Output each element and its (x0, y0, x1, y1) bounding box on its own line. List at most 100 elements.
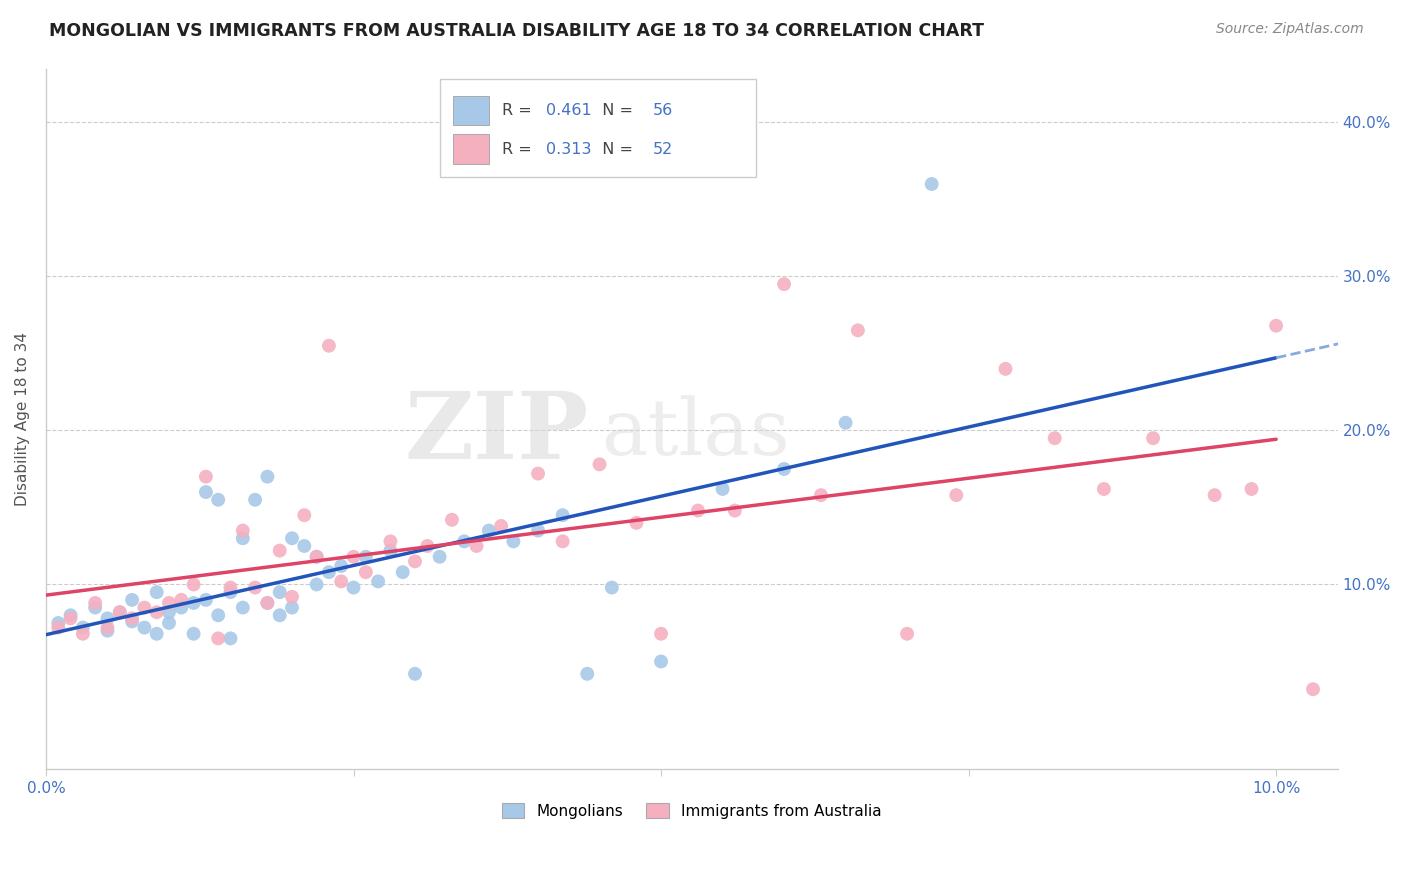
Point (391, 565, 413, 579)
Point (292, 539, 315, 553)
Text: 0.461: 0.461 (546, 103, 592, 118)
Point (650, 655, 672, 669)
Point (404, 666, 426, 681)
Point (72, 621, 94, 635)
Point (1204, 488, 1226, 502)
Point (157, 605, 180, 619)
Point (305, 549, 328, 564)
Point (994, 362, 1017, 376)
Point (1092, 482, 1115, 496)
Text: ZIP: ZIP (404, 388, 589, 478)
Point (834, 416, 856, 430)
Point (121, 615, 143, 629)
Point (219, 581, 242, 595)
Point (269, 543, 291, 558)
Point (330, 559, 353, 574)
Point (1302, 682, 1324, 697)
Point (121, 593, 143, 607)
Point (416, 539, 439, 553)
Point (46, 621, 69, 635)
Point (380, 543, 402, 558)
Point (59, 611, 82, 625)
Point (108, 605, 131, 619)
Point (84, 596, 107, 610)
Point (576, 666, 599, 681)
Point (256, 596, 278, 610)
Point (489, 519, 512, 533)
Point (108, 605, 131, 619)
Point (256, 596, 278, 610)
Text: R =: R = (502, 142, 537, 157)
Point (243, 581, 266, 595)
Point (170, 600, 193, 615)
Point (551, 534, 574, 549)
Point (194, 593, 217, 607)
Point (170, 593, 193, 607)
Y-axis label: Disability Age 18 to 34: Disability Age 18 to 34 (15, 332, 30, 506)
Point (429, 549, 451, 564)
Point (305, 549, 328, 564)
Point (440, 513, 463, 527)
Point (1265, 318, 1288, 333)
Point (232, 524, 254, 538)
Point (134, 600, 156, 615)
Point (453, 534, 475, 549)
Point (921, 177, 943, 191)
Point (134, 621, 156, 635)
Point (121, 611, 143, 625)
Point (183, 596, 205, 610)
Text: 52: 52 (652, 142, 673, 157)
Point (945, 488, 967, 502)
Point (281, 590, 304, 604)
Point (404, 554, 426, 568)
Point (96, 624, 118, 638)
Point (318, 565, 340, 579)
Point (600, 581, 623, 595)
Text: N =: N = (592, 103, 638, 118)
Point (243, 492, 266, 507)
Point (305, 577, 328, 591)
Point (194, 485, 217, 500)
Point (588, 458, 610, 472)
Point (1043, 431, 1066, 445)
Point (281, 600, 304, 615)
Text: N =: N = (592, 142, 638, 157)
Point (773, 277, 796, 292)
Point (183, 627, 205, 641)
Point (183, 577, 205, 591)
Text: R =: R = (502, 103, 537, 118)
Point (527, 467, 550, 481)
Point (72, 627, 94, 641)
Point (650, 627, 672, 641)
Point (269, 585, 291, 599)
Legend: Mongolians, Immigrants from Australia: Mongolians, Immigrants from Australia (495, 797, 889, 825)
Point (342, 549, 364, 564)
Point (219, 632, 242, 646)
Text: atlas: atlas (602, 395, 790, 471)
Point (478, 524, 501, 538)
Point (207, 608, 229, 623)
Point (256, 469, 278, 483)
Point (465, 539, 488, 553)
Point (157, 596, 180, 610)
Point (380, 534, 402, 549)
Point (145, 585, 167, 599)
Point (232, 600, 254, 615)
Point (207, 492, 229, 507)
Point (84, 600, 107, 615)
Text: MONGOLIAN VS IMMIGRANTS FROM AUSTRALIA DISABILITY AGE 18 TO 34 CORRELATION CHART: MONGOLIAN VS IMMIGRANTS FROM AUSTRALIA D… (49, 22, 984, 40)
Point (59, 608, 82, 623)
Point (846, 323, 869, 337)
Point (367, 574, 389, 589)
Point (354, 549, 377, 564)
Point (342, 581, 364, 595)
Point (810, 488, 832, 502)
Point (527, 524, 550, 538)
Text: Source: ZipAtlas.com: Source: ZipAtlas.com (1216, 22, 1364, 37)
Point (686, 503, 709, 517)
Point (711, 482, 734, 496)
Point (207, 632, 229, 646)
Text: 56: 56 (652, 103, 673, 118)
Point (724, 503, 747, 517)
Point (896, 627, 918, 641)
